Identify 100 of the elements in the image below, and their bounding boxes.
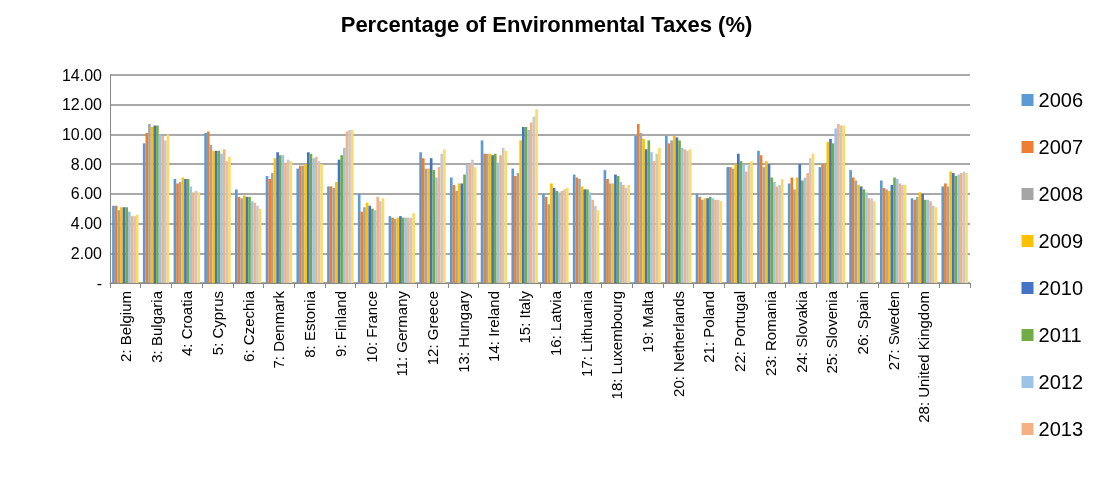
bar	[511, 168, 515, 283]
bar	[335, 181, 338, 283]
x-tick-label: 24: Slovakia	[792, 290, 810, 373]
y-tick-label: 4.00	[70, 215, 103, 233]
bar	[471, 159, 474, 283]
bar	[529, 122, 533, 283]
bar	[757, 150, 760, 283]
bar	[419, 152, 422, 283]
bar	[809, 158, 812, 283]
bar	[357, 193, 361, 283]
x-tick-label: 19: Malta	[639, 290, 656, 353]
bar	[744, 171, 748, 283]
bar	[644, 149, 648, 283]
bar	[634, 135, 637, 283]
bar	[806, 173, 809, 283]
legend-label: 2007	[1038, 136, 1084, 158]
x-tick-label: 28: United Kingdom	[915, 291, 933, 423]
legend-label: 2012	[1038, 371, 1084, 393]
y-tick-label: 6.00	[70, 185, 103, 203]
y-tick-label: 14.00	[61, 66, 103, 84]
bar	[734, 164, 737, 283]
bar	[164, 140, 167, 283]
chart-title: Percentage of Environmental Taxes (%)	[340, 11, 753, 37]
bar	[849, 170, 852, 283]
x-tick-label: 11: Germany	[393, 290, 411, 377]
y-tick-label: 8.00	[70, 155, 103, 173]
bar	[340, 155, 343, 283]
legend-label: 2008	[1038, 183, 1084, 205]
bar	[343, 147, 346, 283]
x-tick-label: 8: Estonia	[301, 290, 319, 358]
bar	[435, 177, 438, 283]
bar	[455, 190, 458, 283]
bar	[798, 164, 802, 283]
x-tick-label: 6: Czechia	[239, 290, 257, 362]
bar	[642, 138, 645, 283]
bar	[189, 186, 193, 283]
y-tick-label: 2.00	[70, 244, 103, 262]
bar	[737, 153, 740, 283]
bar	[650, 152, 653, 283]
x-tick-label: 10: France	[362, 291, 380, 363]
bar	[235, 189, 238, 283]
x-tick-label: 20: Netherlands	[669, 291, 687, 397]
bar	[450, 177, 453, 283]
bar	[658, 147, 661, 283]
y-tick-label: 10.00	[61, 125, 103, 143]
bar	[594, 205, 597, 283]
x-tick-label: 21: Poland	[700, 291, 718, 363]
bar	[225, 161, 229, 283]
bar	[834, 128, 838, 283]
y-tick-label: 12.00	[61, 96, 103, 114]
x-tick-label: 23: Romania	[761, 290, 779, 377]
bar	[547, 204, 551, 283]
bar	[429, 158, 433, 283]
x-tick-label: 9: Finland	[331, 291, 349, 357]
bar	[655, 153, 659, 283]
x-tick-label: 12: Greece	[424, 291, 441, 366]
bar	[762, 167, 766, 283]
bar	[880, 180, 883, 283]
x-tick-label: 26: Spain	[854, 291, 871, 355]
x-tick-label: 13: Hungary	[454, 290, 472, 373]
bar	[440, 153, 444, 283]
bar	[773, 181, 776, 283]
x-tick-label: 16: Latvia	[546, 290, 564, 357]
legend-label: 2006	[1038, 89, 1084, 111]
x-tick-label: 14: Ireland	[485, 291, 503, 362]
bar	[591, 199, 594, 283]
x-tick-label: 27: Sweden	[884, 291, 902, 371]
bar	[665, 135, 668, 283]
legend-label: 2009	[1038, 230, 1084, 252]
bar	[271, 173, 274, 283]
bar	[499, 155, 502, 283]
bar	[412, 213, 415, 283]
x-tick-label: 4: Croatia	[178, 290, 196, 357]
legend-label: 2013	[1038, 418, 1084, 440]
x-tick-label: 7: Denmark	[270, 290, 288, 369]
bar	[443, 149, 446, 283]
bar	[535, 109, 538, 283]
x-tick-label: 22: Portugal	[731, 291, 749, 372]
bar	[519, 140, 522, 283]
legend-label: 2010	[1038, 277, 1084, 299]
bar	[550, 183, 553, 283]
bar	[128, 211, 131, 283]
x-tick-label: 3: Bulgaria	[147, 290, 165, 363]
bar	[421, 158, 425, 283]
y-tick-label: -	[96, 274, 102, 292]
x-tick-label: 25: Slovenia	[823, 290, 841, 374]
legend-label: 2011	[1038, 324, 1082, 346]
x-tick-label: 5: Cyprus	[209, 291, 226, 356]
bar	[636, 124, 640, 283]
bar	[787, 183, 791, 283]
bar	[793, 189, 796, 283]
x-tick-label: 2: Belgium	[116, 291, 134, 362]
bar	[780, 179, 784, 283]
bar	[463, 174, 466, 283]
x-tick-label: 18: Luxembourg	[608, 291, 626, 400]
bar	[142, 143, 146, 283]
bar	[376, 196, 379, 283]
bar	[606, 179, 609, 283]
x-tick-label: 15: Italy	[516, 290, 534, 344]
bar	[770, 177, 773, 283]
